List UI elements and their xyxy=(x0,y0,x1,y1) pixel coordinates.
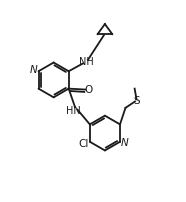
Text: NH: NH xyxy=(79,57,93,67)
Text: S: S xyxy=(133,96,140,105)
Text: N: N xyxy=(121,138,129,148)
Text: O: O xyxy=(84,85,92,95)
Text: HN: HN xyxy=(66,106,81,116)
Text: N: N xyxy=(30,65,38,75)
Text: Cl: Cl xyxy=(78,139,89,149)
